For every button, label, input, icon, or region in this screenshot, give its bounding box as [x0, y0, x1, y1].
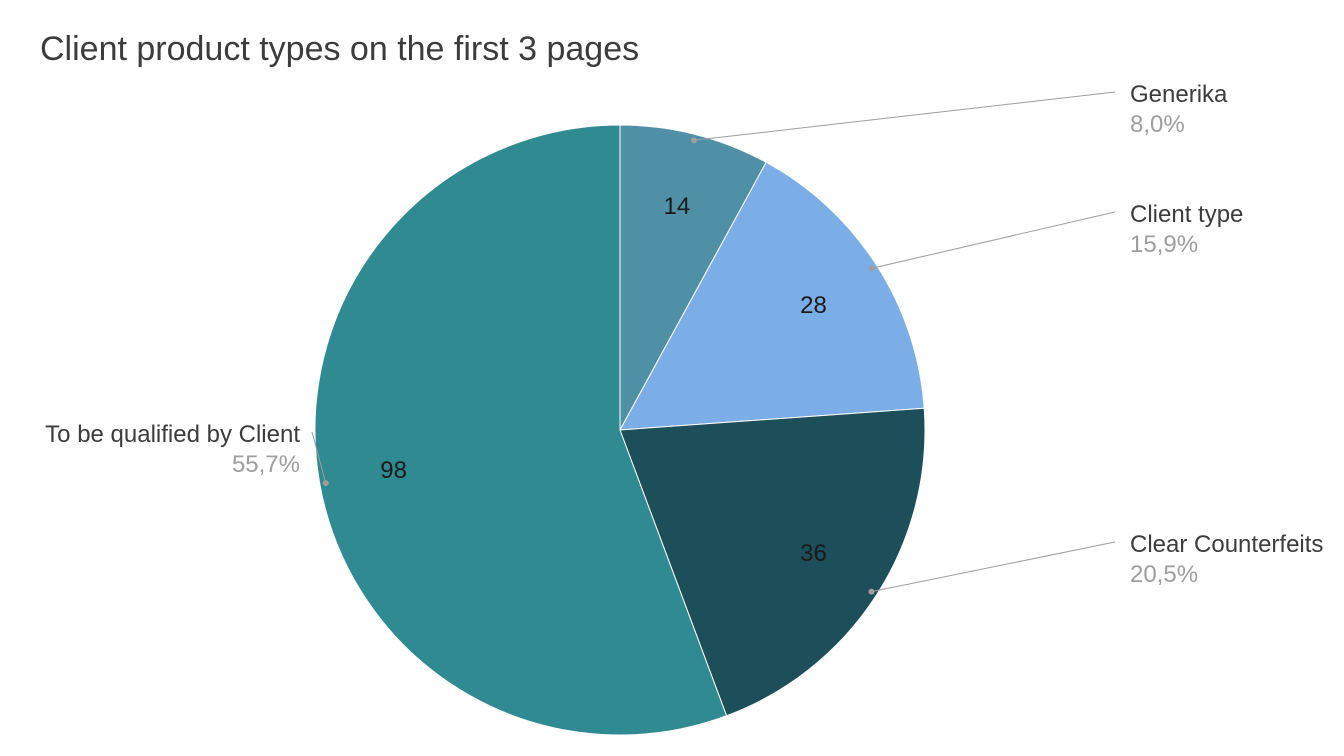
- slice-value: 36: [800, 540, 827, 568]
- slice-label: Generika8,0%: [1130, 80, 1227, 140]
- slice-label-pct: 20,5%: [1130, 560, 1323, 590]
- slice-label: Client type15,9%: [1130, 200, 1243, 260]
- slice-value: 28: [800, 292, 827, 320]
- slice-label-name: Client type: [1130, 200, 1243, 230]
- slice-label-name: Clear Counterfeits: [1130, 530, 1323, 560]
- slice-label: Clear Counterfeits20,5%: [1130, 530, 1323, 590]
- slice-label-name: Generika: [1130, 80, 1227, 110]
- slice-value: 14: [664, 193, 691, 221]
- slice-label-name: To be qualified by Client: [45, 420, 300, 450]
- slice-label: To be qualified by Client55,7%: [45, 420, 300, 480]
- slice-label-pct: 8,0%: [1130, 110, 1227, 140]
- slice-label-pct: 15,9%: [1130, 230, 1243, 260]
- slice-value: 98: [380, 457, 407, 485]
- chart-overlay: 14 28 36 98 Generika8,0% Client type15,9% Clea…: [0, 0, 1344, 756]
- slice-label-pct: 55,7%: [45, 450, 300, 480]
